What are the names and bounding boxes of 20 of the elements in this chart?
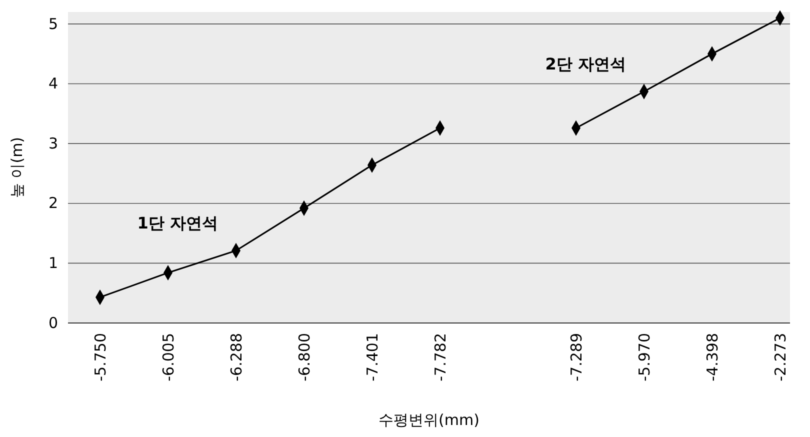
x-tick-label: -6.005 — [159, 333, 178, 382]
y-tick-label: 0 — [48, 314, 58, 332]
y-tick-label: 3 — [48, 134, 58, 152]
y-tick-label: 1 — [48, 254, 58, 272]
y-axis-title: 높 이(m) — [8, 136, 26, 198]
x-tick-label: -4.398 — [703, 333, 722, 382]
x-tick-label: -2.273 — [771, 333, 790, 382]
y-tick-label: 2 — [48, 194, 58, 212]
y-tick-label: 4 — [48, 74, 58, 93]
x-tick-label: -6.800 — [295, 333, 314, 382]
x-tick-label: -5.970 — [635, 333, 654, 382]
x-tick-label: -6.288 — [227, 333, 246, 382]
x-tick-label: -7.401 — [363, 333, 382, 382]
x-axis-title: 수평변위(mm) — [378, 411, 480, 429]
x-tick-label: -5.750 — [91, 333, 110, 382]
y-tick-label: 5 — [48, 14, 58, 33]
x-tick-label: -7.782 — [431, 333, 450, 382]
series-label: 2단 자연석 — [545, 54, 626, 74]
x-tick-label: -7.289 — [567, 333, 586, 382]
series-label: 1단 자연석 — [137, 214, 218, 233]
